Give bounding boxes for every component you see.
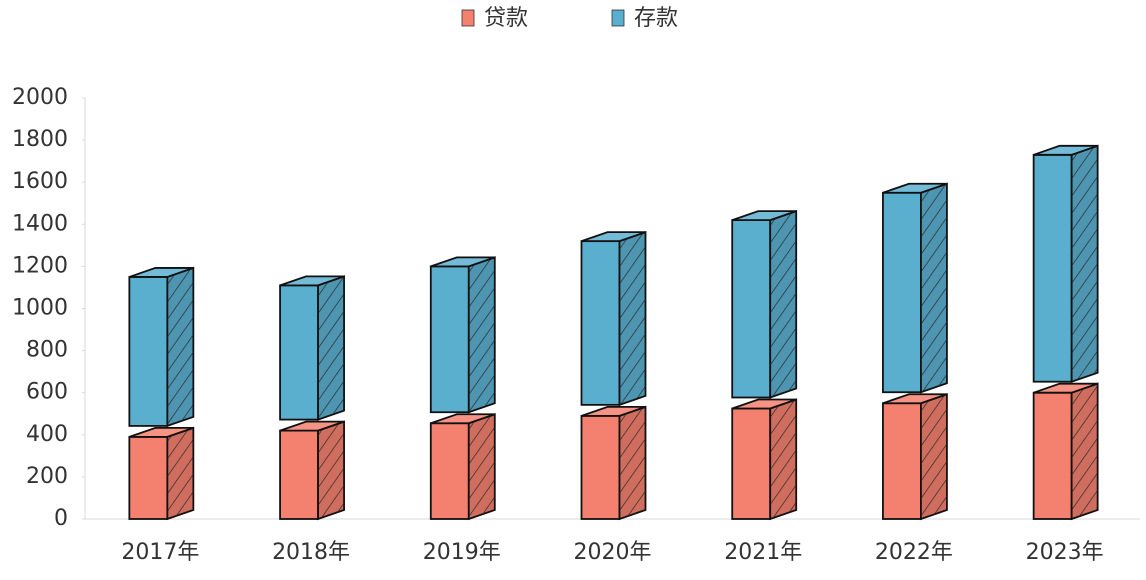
bar-hatch bbox=[619, 232, 646, 405]
bar-front bbox=[279, 284, 319, 421]
x-tick-label: 2017年 bbox=[121, 540, 199, 565]
bar-top bbox=[731, 398, 797, 410]
bar-front bbox=[731, 219, 772, 399]
y-tick-label: 1200 bbox=[12, 253, 68, 278]
bar-top bbox=[882, 182, 948, 194]
bar-top bbox=[581, 231, 646, 243]
bar-front bbox=[580, 240, 621, 406]
bar-top bbox=[129, 427, 194, 438]
x-tick-label: 2022年 bbox=[875, 540, 953, 565]
y-tick-label: 600 bbox=[26, 380, 68, 405]
bar-front bbox=[882, 191, 922, 394]
x-tick-label: 2021年 bbox=[724, 540, 802, 565]
bar-hatch bbox=[167, 267, 194, 426]
x-tick-label: 2018年 bbox=[272, 540, 350, 565]
bar-top bbox=[430, 256, 496, 268]
bar-top bbox=[430, 413, 496, 425]
bar-hatch bbox=[468, 257, 495, 413]
y-tick-label: 0 bbox=[54, 506, 68, 531]
y-tick-label: 800 bbox=[26, 338, 68, 363]
legend-swatch bbox=[611, 9, 625, 27]
bar bbox=[882, 182, 948, 394]
bar-hatch bbox=[770, 211, 797, 398]
bar-hatch bbox=[1071, 383, 1098, 519]
bar bbox=[279, 420, 345, 521]
bar-hatch bbox=[920, 394, 947, 519]
bar bbox=[882, 392, 948, 521]
bar-front bbox=[429, 265, 470, 414]
bar bbox=[1032, 382, 1099, 521]
x-tick-label: 2020年 bbox=[574, 540, 652, 565]
bar bbox=[580, 230, 647, 407]
bar bbox=[580, 405, 647, 521]
bar-hatch bbox=[318, 276, 345, 420]
bar-front bbox=[580, 414, 621, 520]
y-tick-label: 1400 bbox=[12, 211, 68, 236]
y-tick-label: 2000 bbox=[12, 85, 68, 110]
bar-front bbox=[429, 422, 470, 520]
legend-label: 贷款 bbox=[484, 6, 528, 31]
bar-front bbox=[731, 407, 772, 520]
bar bbox=[128, 266, 195, 428]
bar-hatch bbox=[1071, 145, 1098, 382]
bar-top bbox=[1033, 144, 1098, 156]
bar-hatch bbox=[770, 399, 797, 519]
bar-front bbox=[128, 276, 169, 427]
y-tick-label: 1600 bbox=[12, 169, 68, 194]
bar-hatch bbox=[167, 427, 194, 519]
bar-front bbox=[128, 436, 169, 520]
bar-hatch bbox=[318, 421, 345, 519]
y-tick-label: 1800 bbox=[12, 127, 68, 152]
bar-top bbox=[279, 275, 345, 287]
bar-top bbox=[129, 267, 194, 278]
bar bbox=[429, 256, 496, 414]
x-tick-label: 2019年 bbox=[423, 540, 501, 565]
bar-front bbox=[882, 402, 922, 520]
bar-top bbox=[581, 405, 646, 417]
legend-swatch bbox=[461, 9, 475, 27]
bar-front bbox=[1032, 391, 1073, 520]
legend: 贷款 存款 bbox=[461, 6, 678, 31]
bar bbox=[1032, 144, 1099, 383]
x-tick-label: 2023年 bbox=[1026, 540, 1104, 565]
bar bbox=[128, 426, 195, 521]
bar-front bbox=[1032, 153, 1073, 383]
bar bbox=[429, 412, 496, 521]
bar bbox=[731, 209, 798, 399]
bar-hatch bbox=[468, 414, 495, 519]
bar-hatch bbox=[920, 183, 947, 393]
bar bbox=[279, 275, 345, 421]
bar-top bbox=[731, 210, 797, 221]
bar-top bbox=[279, 420, 345, 432]
bar-top bbox=[882, 393, 948, 405]
y-tick-label: 1000 bbox=[12, 296, 68, 321]
y-tick-label: 400 bbox=[26, 422, 68, 447]
bar bbox=[731, 398, 798, 521]
bar-top bbox=[1033, 382, 1098, 394]
y-tick-label: 200 bbox=[26, 464, 68, 489]
bar-hatch bbox=[619, 406, 646, 519]
bar-front bbox=[279, 429, 319, 520]
legend-label: 存款 bbox=[634, 6, 678, 31]
